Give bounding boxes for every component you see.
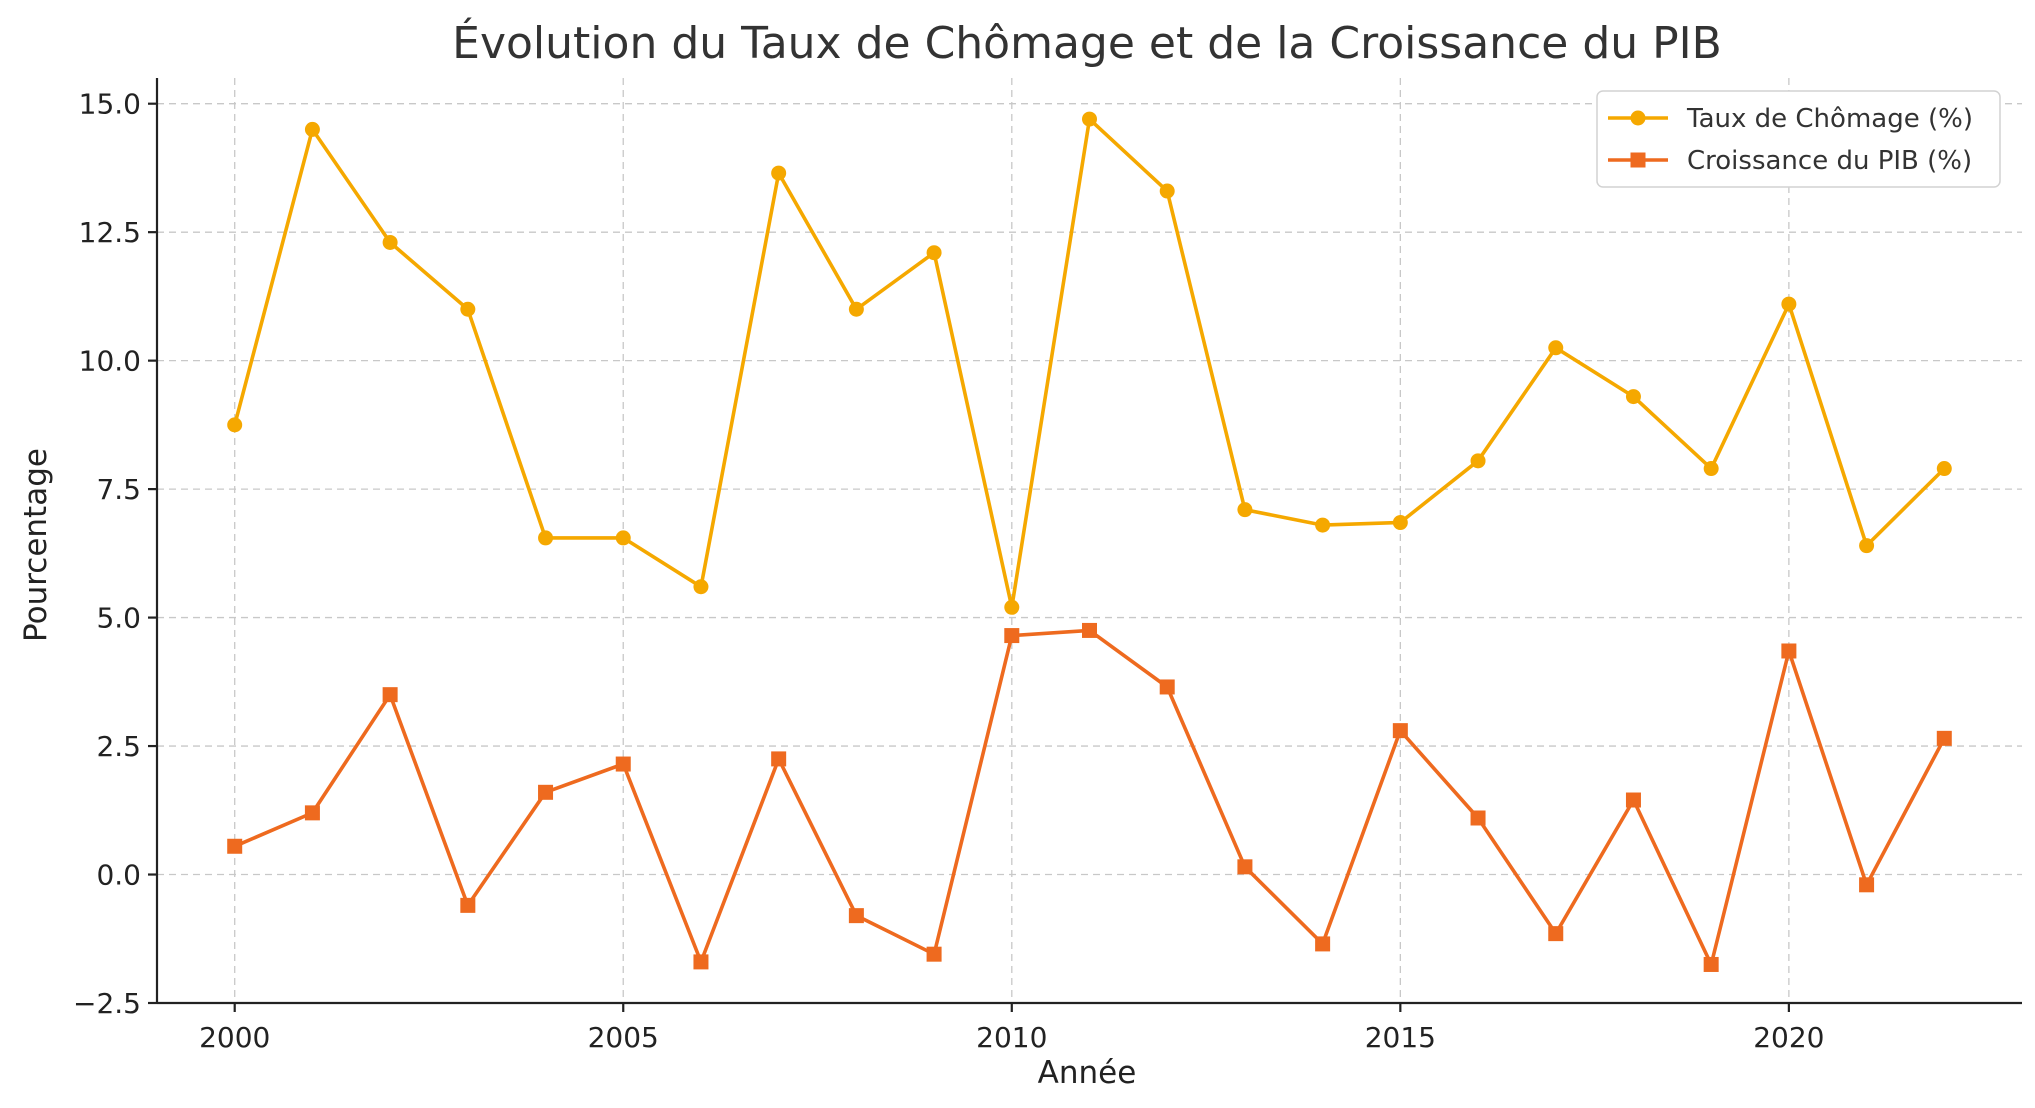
data-point (382, 687, 398, 703)
data-point (771, 751, 787, 767)
x-tick-label: 2000 (199, 1021, 270, 1054)
data-point (1625, 792, 1641, 808)
series (227, 111, 1952, 972)
data-point (1082, 111, 1097, 127)
x-ticks: 2000 2005 2010 2015 2020 (199, 1003, 1825, 1054)
series-2 (227, 622, 1952, 972)
data-point (1859, 877, 1875, 893)
data-point (848, 301, 864, 317)
data-point (460, 301, 476, 317)
data-point (1159, 679, 1175, 695)
data-point (1703, 461, 1719, 477)
y-tick-label: 12.5 (79, 216, 141, 249)
data-point (1548, 926, 1564, 942)
data-point (1082, 622, 1097, 638)
series-line (232, 117, 1946, 610)
legend-item: Taux de Chômage (%) (1608, 104, 1973, 134)
data-point (1625, 389, 1641, 405)
data-point (460, 897, 476, 913)
legend-marker (1630, 110, 1646, 126)
legend: Taux de Chômage (%) Croissance du PIB (%) (1596, 90, 2001, 188)
data-point (304, 121, 320, 137)
chart-title: Évolution du Taux de Chômage et de la Cr… (452, 16, 1722, 69)
axes (155, 78, 2022, 1005)
data-point (538, 530, 554, 546)
data-point (693, 579, 709, 595)
data-point (926, 245, 942, 261)
legend-item: Croissance du PIB (%) (1608, 146, 1972, 176)
data-point (1159, 183, 1175, 199)
y-tick-label: 7.5 (96, 473, 141, 506)
data-point (538, 784, 554, 800)
legend-label: Croissance du PIB (%) (1687, 146, 1972, 176)
legend-marker (1630, 152, 1646, 168)
y-tick-label: −2.5 (73, 987, 141, 1020)
data-point (1936, 730, 1952, 746)
data-point (1237, 502, 1253, 518)
data-point (693, 954, 709, 970)
data-point (382, 234, 398, 250)
data-point (1859, 538, 1875, 554)
legend-label: Taux de Chômage (%) (1686, 104, 1973, 134)
y-tick-label: 5.0 (96, 602, 141, 635)
data-point (615, 756, 631, 772)
x-tick-label: 2020 (1753, 1021, 1824, 1054)
y-tick-label: 0.0 (96, 859, 141, 892)
data-point (1936, 461, 1952, 477)
data-point (1392, 515, 1408, 531)
data-point (1392, 723, 1408, 739)
y-tick-label: 15.0 (79, 88, 141, 121)
data-point (1315, 517, 1331, 533)
series-1 (227, 111, 1952, 615)
data-point (1781, 296, 1797, 312)
x-axis-label: Année (1038, 1055, 1137, 1091)
data-point (1703, 956, 1719, 972)
data-point (1548, 340, 1564, 356)
x-tick-label: 2010 (976, 1021, 1047, 1054)
x-tick-label: 2005 (588, 1021, 659, 1054)
data-point (227, 417, 243, 433)
data-point (615, 530, 631, 546)
data-point (1781, 643, 1797, 659)
data-point (1470, 810, 1486, 826)
data-point (1004, 628, 1020, 644)
data-point (771, 165, 787, 181)
data-point (304, 805, 320, 821)
y-tick-label: 10.0 (79, 345, 141, 378)
y-ticks: −2.5 0.0 2.5 5.0 7.5 10.0 12.5 15.0 (73, 88, 157, 1020)
y-tick-label: 2.5 (96, 730, 141, 763)
data-point (926, 946, 942, 962)
data-point (1315, 936, 1331, 952)
data-point (227, 838, 243, 854)
y-axis-label: Pourcentage (18, 448, 54, 642)
data-point (1004, 599, 1020, 615)
data-point (1470, 453, 1486, 469)
data-point (848, 908, 864, 924)
series-line (233, 628, 1946, 967)
legend-box (1596, 90, 2001, 188)
data-point (1237, 859, 1253, 875)
x-tick-label: 2015 (1365, 1021, 1436, 1054)
grid (157, 78, 2022, 1004)
